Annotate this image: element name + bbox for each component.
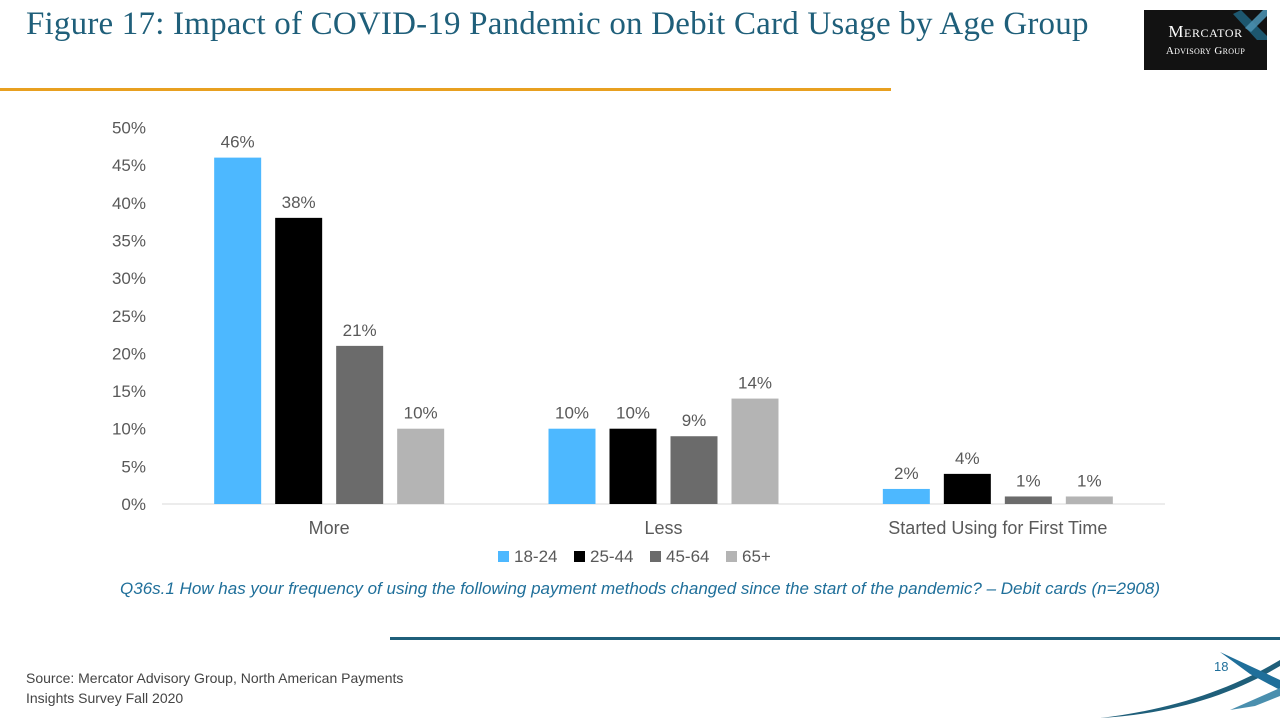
title-underline (0, 88, 891, 91)
data-label: 9% (682, 411, 707, 430)
category-label: More (309, 518, 350, 538)
bar (548, 428, 596, 504)
y-tick-label: 0% (121, 495, 146, 514)
y-tick-label: 50% (112, 119, 146, 138)
page-number: 18 (1214, 659, 1229, 674)
category-label: Started Using for First Time (888, 518, 1107, 538)
legend-swatch (574, 551, 585, 562)
category-label: Less (644, 518, 682, 538)
y-tick-label: 25% (112, 307, 146, 326)
bar (1004, 496, 1052, 504)
slide-title: Figure 17: Impact of COVID-19 Pandemic o… (26, 6, 1089, 42)
data-label: 2% (894, 464, 919, 483)
data-label: 1% (1016, 471, 1041, 490)
legend-item: 45-64 (666, 547, 709, 566)
y-tick-label: 15% (112, 382, 146, 401)
logo-x-mark-icon (1233, 10, 1267, 40)
y-tick-label: 45% (112, 156, 146, 175)
data-label: 14% (738, 374, 772, 393)
bar (609, 428, 657, 504)
data-label: 4% (955, 449, 980, 468)
bar (336, 345, 384, 504)
y-tick-label: 40% (112, 194, 146, 213)
legend-item: 18-24 (514, 547, 557, 566)
y-tick-label: 35% (112, 231, 146, 250)
y-tick-label: 20% (112, 344, 146, 363)
legend-swatch (498, 551, 509, 562)
data-label: 10% (404, 404, 438, 423)
source-note: Source: Mercator Advisory Group, North A… (26, 670, 404, 706)
corner-swoosh-icon (1100, 652, 1280, 718)
bar (397, 428, 445, 504)
bar (731, 398, 779, 504)
data-label: 10% (616, 404, 650, 423)
legend-item: 65+ (742, 547, 771, 566)
bar (275, 217, 323, 505)
legend-swatch (650, 551, 661, 562)
bar (943, 473, 991, 504)
bar (1065, 496, 1113, 504)
data-label: 38% (282, 193, 316, 212)
y-tick-label: 30% (112, 269, 146, 288)
data-label: 10% (555, 404, 589, 423)
data-label: 21% (343, 321, 377, 340)
legend-item: 25-44 (590, 547, 633, 566)
survey-question: Q36s.1 How has your frequency of using t… (120, 579, 1160, 598)
bar (670, 436, 718, 504)
bar (214, 157, 262, 504)
logo-subname: Advisory Group (1165, 45, 1246, 57)
data-label: 1% (1077, 471, 1102, 490)
legend-swatch (726, 551, 737, 562)
footer-divider (390, 637, 1280, 640)
data-label: 46% (221, 133, 255, 152)
logo-name: Mercator (1168, 22, 1243, 41)
bar (882, 488, 930, 504)
bar-chart: 0% 5% 10% 15% 20% 25% 30% 35% 40% 45% 50% 46% 38% 21%… (112, 119, 1165, 566)
mercator-logo: Mercator Advisory Group (1144, 10, 1267, 70)
y-tick-label: 10% (112, 420, 146, 439)
y-tick-label: 5% (121, 457, 146, 476)
